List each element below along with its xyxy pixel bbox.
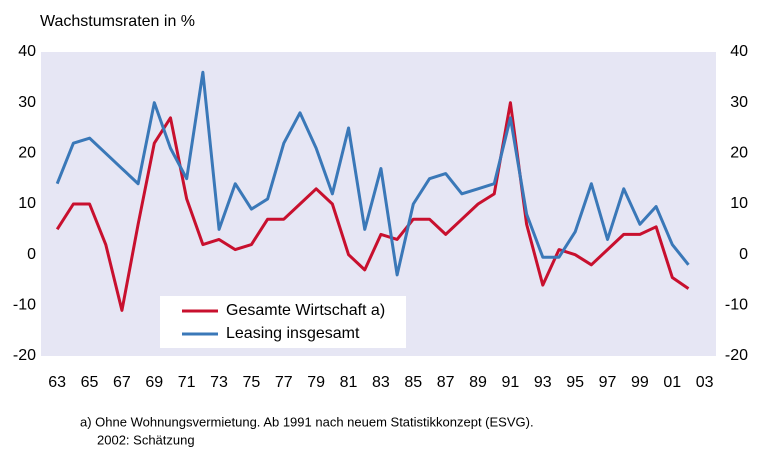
y2-tick-label: 40 (730, 43, 748, 60)
x-tick-label: 71 (178, 374, 196, 391)
y-tick-label: 0 (27, 246, 36, 263)
x-tick-label: 81 (340, 374, 358, 391)
line-series (55, 101, 690, 312)
x-tick-label: 97 (599, 374, 617, 391)
y2-tick-label: 20 (730, 145, 748, 162)
chart-title: Wachstumsraten in % (40, 13, 195, 30)
y2-tick-label: -20 (725, 347, 748, 364)
x-tick-label: 95 (566, 374, 584, 391)
x-tick-label: 65 (81, 374, 99, 391)
x-tick-label: 77 (275, 374, 293, 391)
legend-box (160, 296, 406, 348)
y-tick-label: -20 (13, 347, 36, 364)
footnote: a) Ohne Wohnungsvermietung. Ab 1991 nach… (80, 414, 534, 429)
x-tick-label: 67 (113, 374, 131, 391)
x-tick-label: 83 (372, 374, 390, 391)
y-tick-label: 40 (18, 43, 36, 60)
x-tick-label: 91 (502, 374, 520, 391)
x-tick-label: 99 (631, 374, 649, 391)
x-tick-label: 69 (145, 374, 163, 391)
x-tick-label: 79 (307, 374, 325, 391)
legend-label: Leasing insgesamt (226, 325, 360, 342)
x-tick-label: 03 (696, 374, 714, 391)
x-tick-label: 93 (534, 374, 552, 391)
legend-label: Gesamte Wirtschaft a) (226, 302, 385, 319)
footnote: 2002: Schätzung (97, 432, 195, 447)
y2-tick-label: 30 (730, 94, 748, 111)
line-series (55, 70, 690, 277)
y-tick-label: -10 (13, 297, 36, 314)
y2-tick-label: 0 (739, 246, 748, 263)
y2-tick-label: 10 (730, 195, 748, 212)
x-tick-label: 63 (48, 374, 66, 391)
x-tick-label: 01 (663, 374, 681, 391)
x-tick-label: 89 (469, 374, 487, 391)
y2-tick-label: -10 (725, 297, 748, 314)
x-tick-label: 75 (243, 374, 261, 391)
x-tick-label: 73 (210, 374, 228, 391)
y-tick-label: 10 (18, 195, 36, 212)
x-tick-label: 87 (437, 374, 455, 391)
y-tick-label: 20 (18, 145, 36, 162)
y-tick-label: 30 (18, 94, 36, 111)
x-tick-label: 85 (404, 374, 422, 391)
